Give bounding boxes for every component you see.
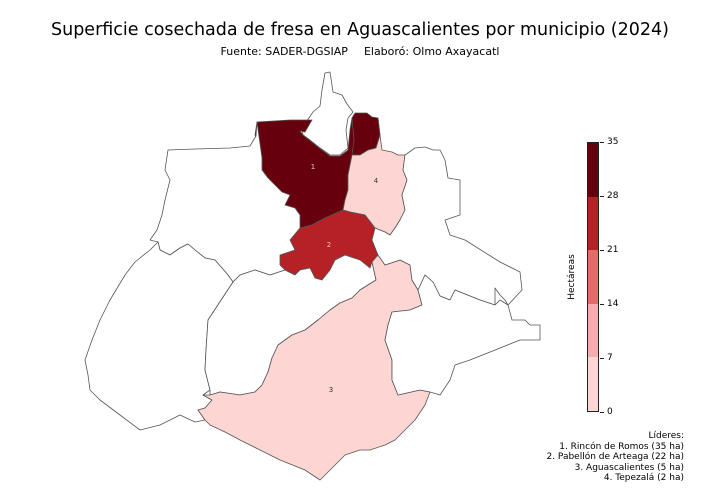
colorbar-bin-0-7	[588, 357, 598, 411]
colorbar-tick-0: 0	[600, 407, 613, 417]
leaders-annotation: Líderes: 1. Rincón de Romos (35 ha) 2. P…	[546, 431, 684, 484]
colorbar-tick-28: 28	[600, 191, 618, 201]
map-label-4: 4	[374, 177, 379, 185]
leader-item-4: 4. Tepezalá (2 ha)	[603, 473, 684, 483]
chart-title: Superficie cosechada de fresa en Aguasca…	[51, 20, 669, 40]
leaders-title: Líderes:	[648, 431, 684, 441]
leader-item-2: 2. Pabellón de Arteaga (22 ha)	[546, 452, 684, 462]
map-label-1: 1	[311, 163, 315, 171]
colorbar-tick-7: 7	[600, 353, 613, 363]
source-text: Fuente: SADER-DGSIAP	[220, 45, 348, 58]
chart-subtitle: Fuente: SADER-DGSIAP Elaboró: Olmo Axayac…	[0, 45, 720, 58]
colorbar-tick-21: 21	[600, 245, 618, 255]
colorbar-tick-14: 14	[600, 299, 618, 309]
colorbar-tick-35: 35	[600, 137, 618, 147]
map-label-3: 3	[329, 386, 333, 394]
leader-item-1: 1. Rincón de Romos (35 ha)	[559, 441, 684, 452]
colorbar-label: Hectáreas	[567, 254, 577, 300]
author-text: Elaboró: Olmo Axayacatl	[363, 45, 500, 58]
colorbar-bin-21-28	[588, 196, 598, 251]
colorbar-bin-28-35	[588, 143, 598, 197]
colorbar-bin-7-14	[588, 303, 598, 358]
leader-item-3: 3. Aguascalientes (5 ha)	[574, 462, 684, 473]
colorbar-ticks: 0 7 14 21 28 35	[600, 137, 640, 417]
map-label-2: 2	[327, 241, 331, 249]
municipality-el-llano	[384, 274, 541, 396]
colorbar-bin-14-21	[588, 250, 598, 304]
colorbar	[587, 142, 599, 412]
